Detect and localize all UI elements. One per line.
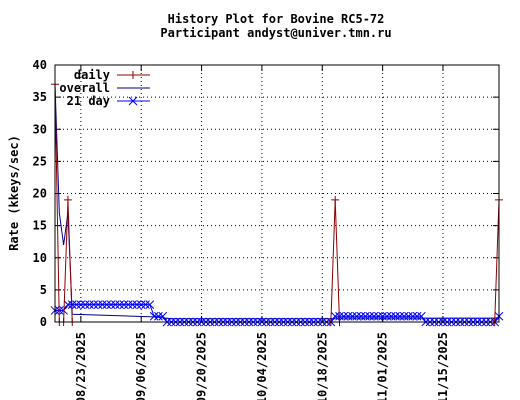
data-point-marker: [80, 300, 90, 310]
data-point-marker: [356, 311, 366, 321]
data-point-marker: [331, 195, 340, 204]
legend-label: overall: [59, 81, 110, 95]
data-point-marker: [365, 311, 375, 321]
data-point-marker: [330, 311, 340, 321]
data-point-marker: [106, 300, 116, 310]
y-tick-label: 15: [33, 219, 47, 233]
data-point-marker: [67, 300, 77, 310]
data-point-marker: [115, 300, 125, 310]
y-tick-label: 40: [33, 58, 47, 72]
data-point-marker: [132, 300, 142, 310]
data-point-marker: [343, 311, 353, 321]
y-tick-label: 10: [33, 251, 47, 265]
data-point-marker: [154, 311, 163, 321]
plot-frame: [54, 64, 500, 323]
legend-label: daily: [74, 68, 110, 82]
data-point-marker: [136, 300, 146, 310]
data-point-marker: [339, 311, 349, 321]
x-tick-label: 08/23/2025: [74, 332, 88, 400]
data-point-marker: [399, 311, 409, 321]
data-point-marker: [129, 71, 137, 79]
data-point-marker: [141, 300, 150, 310]
x-tick-label: 10/04/2025: [255, 332, 269, 400]
data-point-marker: [158, 311, 168, 321]
y-tick-label: 25: [33, 154, 47, 168]
data-point-marker: [128, 96, 138, 106]
data-point-marker: [373, 311, 383, 321]
y-axis-label: Rate (kkeys/sec): [7, 135, 21, 251]
y-tick-label: 0: [40, 315, 47, 329]
data-point-marker: [382, 311, 392, 321]
y-tick-label: 5: [40, 283, 47, 297]
series-line: [54, 84, 500, 323]
data-point-marker: [408, 311, 418, 321]
x-tick-label: 11/15/2025: [436, 332, 450, 400]
x-tick-label: 09/20/2025: [195, 332, 209, 400]
data-point-marker: [102, 300, 112, 310]
data-point-marker: [386, 311, 396, 321]
data-point-marker: [412, 311, 422, 321]
y-tick-label: 20: [33, 187, 47, 201]
data-point-marker: [128, 300, 137, 310]
data-point-marker: [391, 311, 400, 321]
x-tick-label: 11/01/2025: [376, 332, 390, 400]
data-point-marker: [145, 300, 155, 310]
data-point-marker: [123, 300, 133, 310]
data-point-marker: [63, 195, 72, 204]
y-tick-label: 30: [33, 122, 47, 136]
data-point-marker: [404, 311, 413, 321]
data-point-marker: [395, 311, 405, 321]
grid-lines: [55, 65, 499, 322]
data-point-marker: [348, 311, 357, 321]
data-point-marker: [98, 300, 107, 310]
data-point-marker: [378, 311, 387, 321]
x-tick-label: 09/06/2025: [134, 332, 148, 400]
x-axis-ticks: 08/23/2025 09/06/2025 09/20/2025 10/04/2025…: [74, 65, 450, 400]
data-point-marker: [110, 300, 120, 310]
data-point-marker: [361, 311, 370, 321]
data-point-marker: [63, 300, 73, 310]
data-point-marker: [89, 300, 99, 310]
data-point-marker: [85, 300, 94, 310]
series-overall: [54, 84, 500, 320]
chart-title: History Plot for Bovine RC5-72: [168, 12, 385, 26]
data-point-marker: [76, 300, 86, 310]
legend-label: 21 day: [67, 94, 110, 108]
chart-subtitle: Participant andyst@univer.tmn.ru: [160, 26, 391, 40]
data-point-marker: [417, 311, 426, 321]
data-point-marker: [119, 300, 129, 310]
data-point-marker: [352, 311, 362, 321]
data-point-marker: [72, 300, 81, 310]
series-line: [54, 84, 500, 320]
data-point-marker: [149, 311, 159, 321]
x-tick-label: 10/18/2025: [315, 332, 329, 400]
data-point-marker: [369, 311, 379, 321]
series-daily: [51, 80, 503, 326]
data-point-marker: [93, 300, 103, 310]
y-tick-label: 35: [33, 90, 47, 104]
data-series: [50, 80, 504, 327]
